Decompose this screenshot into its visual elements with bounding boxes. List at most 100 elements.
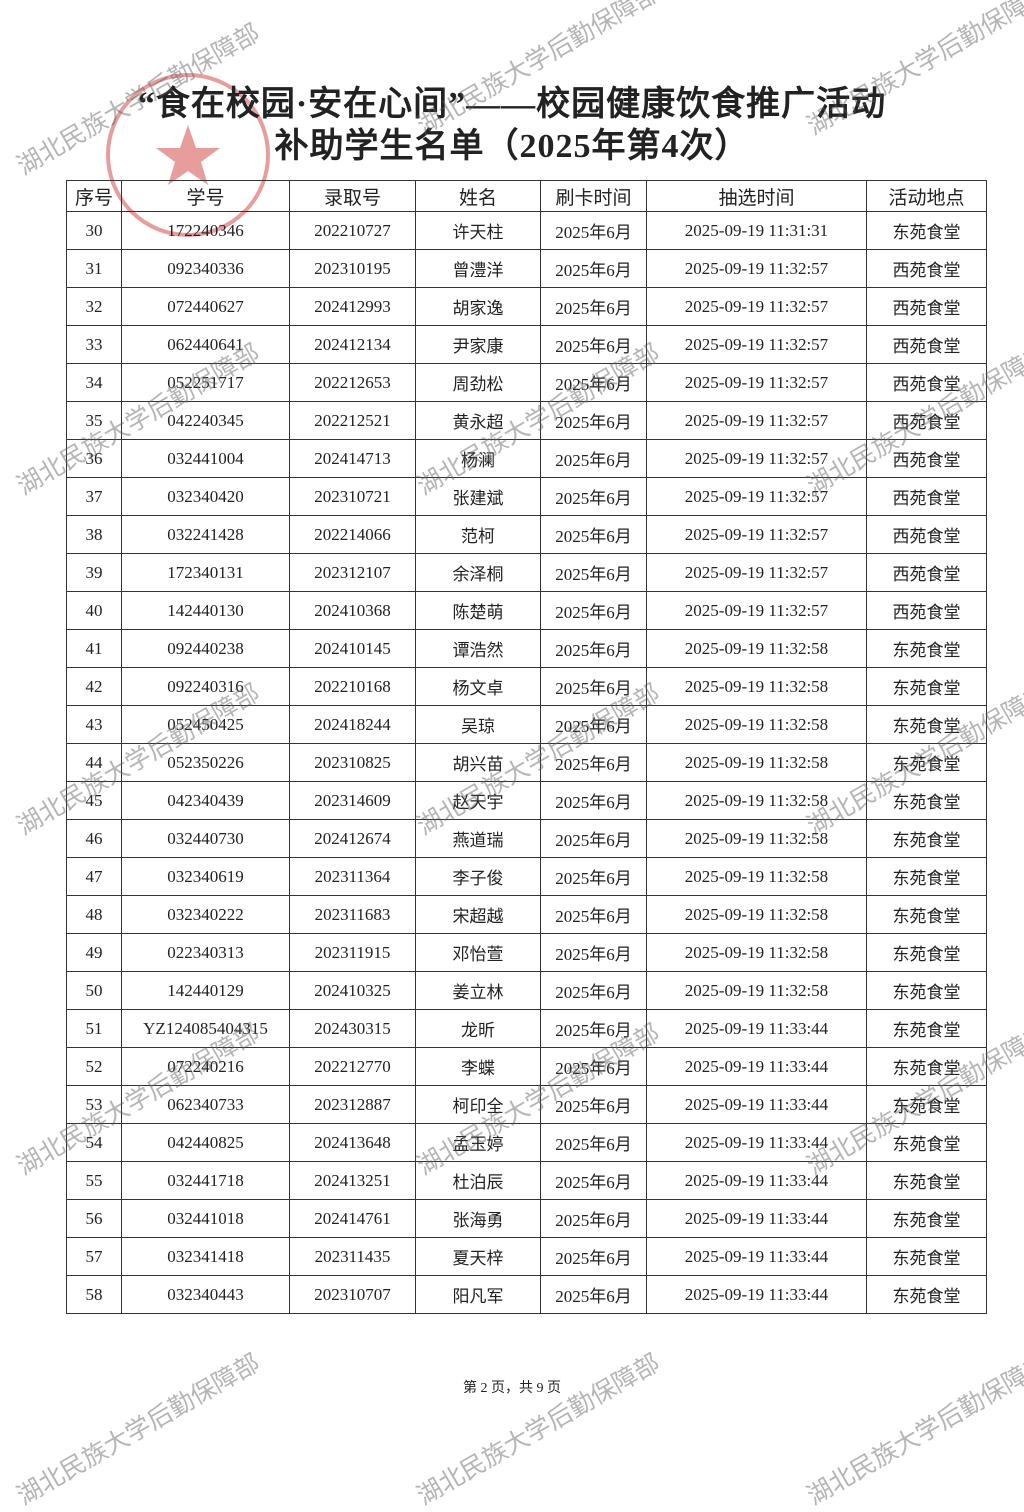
cell: 31 [66, 249, 122, 288]
cell: 李蝶 [415, 1047, 541, 1086]
cell: 2025年6月 [540, 515, 647, 554]
cell: 燕道瑞 [415, 819, 541, 858]
cell: 48 [66, 895, 122, 934]
cell: 杜泊辰 [415, 1161, 541, 1200]
cell: 陈楚萌 [415, 591, 541, 630]
cell: 142440130 [121, 591, 290, 630]
cell: 032341418 [121, 1237, 290, 1276]
cell: 54 [66, 1123, 122, 1162]
table-row: 47 032340619 202311364 李子俊 2025年6月 2025-09-19… [66, 857, 987, 896]
table-row: 41 092440238 202410145 谭浩然 2025年6月 2025-09-19… [66, 629, 987, 668]
column-header: 刷卡时间 [540, 180, 647, 212]
cell: 202418244 [289, 705, 416, 744]
cell: 2025年6月 [540, 1161, 647, 1200]
cell: 2025年6月 [540, 1237, 647, 1276]
cell: 2025-09-19 11:32:58 [646, 667, 867, 706]
cell: 202314609 [289, 781, 416, 820]
cell: 35 [66, 401, 122, 440]
cell: 2025-09-19 11:32:57 [646, 401, 867, 440]
table-row: 58 032340443 202310707 阳凡军 2025年6月 2025-09-19… [66, 1275, 987, 1314]
cell: 37 [66, 477, 122, 516]
table-row: 48 032340222 202311683 宋超越 2025年6月 2025-09-19… [66, 895, 987, 934]
cell: 202212521 [289, 401, 416, 440]
cell: 东苑食堂 [866, 1237, 987, 1276]
cell: 49 [66, 933, 122, 972]
cell: 2025年6月 [540, 629, 647, 668]
cell: 2025年6月 [540, 743, 647, 782]
cell: 西苑食堂 [866, 363, 987, 402]
cell: 2025-09-19 11:32:58 [646, 933, 867, 972]
cell: 50 [66, 971, 122, 1010]
cell: 2025-09-19 11:32:57 [646, 591, 867, 630]
cell: 2025年6月 [540, 363, 647, 402]
cell: 41 [66, 629, 122, 668]
cell: 东苑食堂 [866, 819, 987, 858]
cell: 172240346 [121, 211, 290, 250]
cell: 202210168 [289, 667, 416, 706]
cell: 尹家康 [415, 325, 541, 364]
cell: 2025年6月 [540, 1085, 647, 1124]
cell: 38 [66, 515, 122, 554]
cell: 邓怡萱 [415, 933, 541, 972]
cell: 西苑食堂 [866, 515, 987, 554]
cell: 东苑食堂 [866, 1199, 987, 1238]
cell: 2025年6月 [540, 819, 647, 858]
cell: 2025年6月 [540, 325, 647, 364]
cell: 202310195 [289, 249, 416, 288]
cell: 东苑食堂 [866, 1009, 987, 1048]
table-row: 55 032441718 202413251 杜泊辰 2025年6月 2025-09-19… [66, 1161, 987, 1200]
table-row: 56 032441018 202414761 张海勇 2025年6月 2025-09-19… [66, 1199, 987, 1238]
cell: 36 [66, 439, 122, 478]
cell: 西苑食堂 [866, 477, 987, 516]
table-row: 57 032341418 202311435 夏天梓 2025年6月 2025-09-19… [66, 1237, 987, 1276]
cell: 202214066 [289, 515, 416, 554]
cell: 39 [66, 553, 122, 592]
cell: 202212653 [289, 363, 416, 402]
cell: 58 [66, 1275, 122, 1314]
cell: 李子俊 [415, 857, 541, 896]
page: “食在校园·安在心间”——校园健康饮食推广活动 补助学生名单（2025年第4次）… [11, 0, 1024, 1511]
cell: 2025-09-19 11:32:57 [646, 477, 867, 516]
cell: 范柯 [415, 515, 541, 554]
cell: 2025年6月 [540, 667, 647, 706]
cell: 东苑食堂 [866, 629, 987, 668]
cell: 042240345 [121, 401, 290, 440]
cell: 47 [66, 857, 122, 896]
column-header: 学号 [121, 180, 290, 212]
cell: 2025年6月 [540, 249, 647, 288]
table-row: 37 032340420 202310721 张建斌 2025年6月 2025-09-19… [66, 477, 987, 516]
table-row: 30 172240346 202210727 许天柱 2025年6月 2025-09-19… [66, 211, 987, 250]
cell: 张建斌 [415, 477, 541, 516]
column-header: 活动地点 [866, 180, 987, 212]
cell: 032340443 [121, 1275, 290, 1314]
cell: 2025-09-19 11:33:44 [646, 1085, 867, 1124]
cell: 53 [66, 1085, 122, 1124]
cell: 东苑食堂 [866, 1161, 987, 1200]
cell: 032441018 [121, 1199, 290, 1238]
cell: 2025-09-19 11:32:58 [646, 781, 867, 820]
table-row: 42 092240316 202210168 杨文卓 2025年6月 2025-09-19… [66, 667, 987, 706]
cell: 042440825 [121, 1123, 290, 1162]
cell: 2025-09-19 11:33:44 [646, 1009, 867, 1048]
cell: 092240316 [121, 667, 290, 706]
cell: 东苑食堂 [866, 1123, 987, 1162]
cell: 042340439 [121, 781, 290, 820]
cell: 周劲松 [415, 363, 541, 402]
title: 补助学生名单（2025年第4次） [274, 128, 750, 165]
cell: 胡兴苗 [415, 743, 541, 782]
table-row: 49 022340313 202311915 邓怡萱 2025年6月 2025-09-19… [66, 933, 987, 972]
cell: 142440129 [121, 971, 290, 1010]
cell: 2025-09-19 11:32:57 [646, 515, 867, 554]
cell: 2025年6月 [540, 705, 647, 744]
cell: 2025年6月 [540, 1047, 647, 1086]
cell: 052450425 [121, 705, 290, 744]
cell: 30 [66, 211, 122, 250]
cell: 孟玉婷 [415, 1123, 541, 1162]
table-row: 40 142440130 202410368 陈楚萌 2025年6月 2025-09-19… [66, 591, 987, 630]
cell: 2025年6月 [540, 211, 647, 250]
header-row: 序号 学号 录取号 姓名 刷卡时间 抽选时间 活动地点 [66, 180, 987, 212]
cell: 2025-09-19 11:33:44 [646, 1199, 867, 1238]
cell: 2025-09-19 11:32:58 [646, 819, 867, 858]
cell: 57 [66, 1237, 122, 1276]
cell: 2025年6月 [540, 857, 647, 896]
